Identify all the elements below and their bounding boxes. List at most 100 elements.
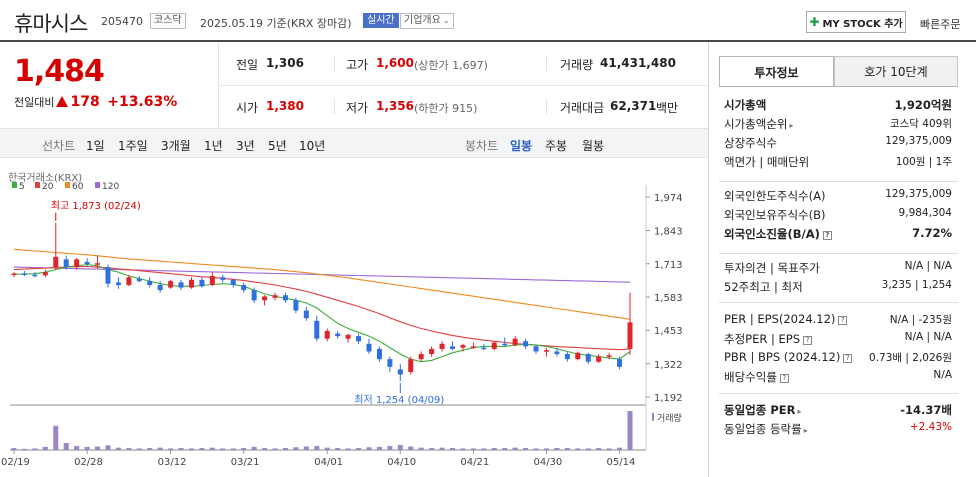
candle-body xyxy=(418,354,424,360)
change-percent: +13.63% xyxy=(107,94,178,110)
invest-row[interactable]: 시가총액순위 ▸ 코스닥 409위 xyxy=(724,116,952,132)
invest-row-label: 시가총액순위 ▸ xyxy=(724,117,794,131)
volume-value: 41,431,480 xyxy=(600,56,676,70)
line-chart-label[interactable]: 선차트 xyxy=(42,139,76,153)
volume-bar xyxy=(408,446,414,450)
candle-body xyxy=(199,279,205,287)
candle-body xyxy=(324,331,330,339)
candle-body xyxy=(293,300,299,311)
volume-bar xyxy=(627,411,633,450)
candle-body xyxy=(42,272,48,276)
legend-label: 20 xyxy=(42,182,54,192)
help-icon[interactable]: ? xyxy=(843,354,853,363)
legend-label: 5 xyxy=(19,182,25,192)
volume-bar xyxy=(314,446,320,450)
divider xyxy=(719,86,958,87)
candle-body xyxy=(11,273,17,275)
volume-legend-swatch xyxy=(652,413,654,421)
invest-row: 액면가 | 매매단위 100원 | 1주 xyxy=(724,154,952,170)
candle-body xyxy=(282,295,288,301)
volume-bar xyxy=(606,448,612,450)
invest-row-value: 3,235 | 1,254 xyxy=(881,279,952,291)
y-tick-label: 1,322 xyxy=(654,360,683,371)
amount-unit: 백만 xyxy=(656,101,679,115)
legend-swatch xyxy=(65,182,70,188)
volume-bar xyxy=(575,448,581,450)
current-price: 1,484 xyxy=(14,54,105,89)
volume-bar xyxy=(74,446,80,450)
period-1y[interactable]: 1년 xyxy=(204,139,223,153)
x-tick-label: 04/10 xyxy=(387,457,416,468)
help-icon[interactable]: ? xyxy=(803,336,813,345)
y-tick-label: 1,583 xyxy=(654,293,683,304)
period-1d[interactable]: 1일 xyxy=(86,139,105,153)
invest-row-label: 추정PER | EPS? xyxy=(724,331,813,347)
mystock-add-button[interactable]: ✚ MY STOCK 추가 xyxy=(806,11,906,33)
invest-row[interactable]: 동일업종 등락률 ▸ +2.43% xyxy=(724,421,952,437)
period-10y[interactable]: 10년 xyxy=(299,139,326,153)
candle-body xyxy=(84,261,90,265)
period-5y[interactable]: 5년 xyxy=(268,139,287,153)
candle-chart-label[interactable]: 봉차트 xyxy=(465,139,499,153)
candle-body xyxy=(564,354,570,360)
x-tick-label: 03/21 xyxy=(231,457,260,468)
volume-bar xyxy=(241,448,247,450)
invest-row-value: 129,375,009 xyxy=(885,188,952,200)
invest-row-value: 코스닥 409위 xyxy=(889,118,952,130)
mystock-label: MY STOCK 추가 xyxy=(822,18,903,30)
tab-invest-info[interactable]: 투자정보 xyxy=(719,56,834,87)
help-icon[interactable]: ? xyxy=(779,374,789,383)
volume-bar xyxy=(178,448,184,450)
help-icon[interactable]: ? xyxy=(838,316,848,325)
candle-body xyxy=(606,355,612,357)
volume-bar xyxy=(376,446,382,450)
legend-swatch xyxy=(12,182,17,188)
candle-body xyxy=(533,346,539,352)
period-3m[interactable]: 3개월 xyxy=(161,139,191,153)
candle-monthly[interactable]: 월봉 xyxy=(582,139,605,153)
invest-row-value: N/A xyxy=(933,369,952,381)
quick-order-link[interactable]: 빠른주문 xyxy=(920,18,961,31)
invest-row: 배당수익률? N/A xyxy=(724,369,952,385)
candle-body xyxy=(230,279,236,285)
invest-row-value: 7.72% xyxy=(912,226,952,240)
volume-label: 거래량 xyxy=(657,412,682,424)
volume-bar xyxy=(32,448,38,450)
candle-body xyxy=(272,295,278,298)
divider xyxy=(546,55,547,71)
invest-row-value: +2.43% xyxy=(909,421,952,433)
prev-close-value: 1,306 xyxy=(266,56,304,70)
legend-label: 120 xyxy=(102,182,119,192)
stock-header xyxy=(0,0,976,42)
chevron-down-icon: ⌄ xyxy=(442,16,450,25)
candle-body xyxy=(314,320,320,339)
period-1w[interactable]: 1주일 xyxy=(118,139,148,153)
divider xyxy=(334,55,335,71)
divider xyxy=(719,253,958,254)
candle-body xyxy=(63,259,69,268)
help-icon[interactable]: ? xyxy=(822,231,832,240)
invest-row: 투자의견 | 목표주가 N/A | N/A xyxy=(724,260,952,276)
y-tick-label: 1,843 xyxy=(654,227,683,238)
price-chart[interactable]: 한국거래소(KRX)5 20 60 120 1,974 1,843 1,713 1,583 1,… xyxy=(0,165,708,477)
period-3y[interactable]: 3년 xyxy=(236,139,255,153)
candle-body xyxy=(397,369,403,375)
invest-row[interactable]: 동일업종 PER ▸ -14.37배 xyxy=(724,402,952,418)
candle-daily[interactable]: 일봉 xyxy=(510,139,533,153)
legend-swatch xyxy=(95,182,100,188)
invest-row: 외국인한도주식수(A) 129,375,009 xyxy=(724,188,952,204)
divider xyxy=(719,393,958,394)
candle-weekly[interactable]: 주봉 xyxy=(545,139,568,153)
divider xyxy=(719,181,958,182)
realtime-button[interactable]: 실시간 xyxy=(363,13,399,28)
invest-row-label: 투자의견 | 목표주가 xyxy=(724,261,820,275)
tab-order-book[interactable]: 호가 10단계 xyxy=(834,56,958,87)
company-info-dropdown[interactable]: 기업개요 ⌄ xyxy=(400,13,454,29)
candle-body xyxy=(21,273,27,275)
candle-body xyxy=(126,277,132,285)
volume-bar xyxy=(126,448,132,450)
high-annotation: 최고 1,873 (02/24) xyxy=(51,200,141,212)
company-info-label: 기업개요 xyxy=(404,15,441,26)
invest-row-label: 52주최고 | 최저 xyxy=(724,280,803,294)
candle-body xyxy=(554,351,560,355)
